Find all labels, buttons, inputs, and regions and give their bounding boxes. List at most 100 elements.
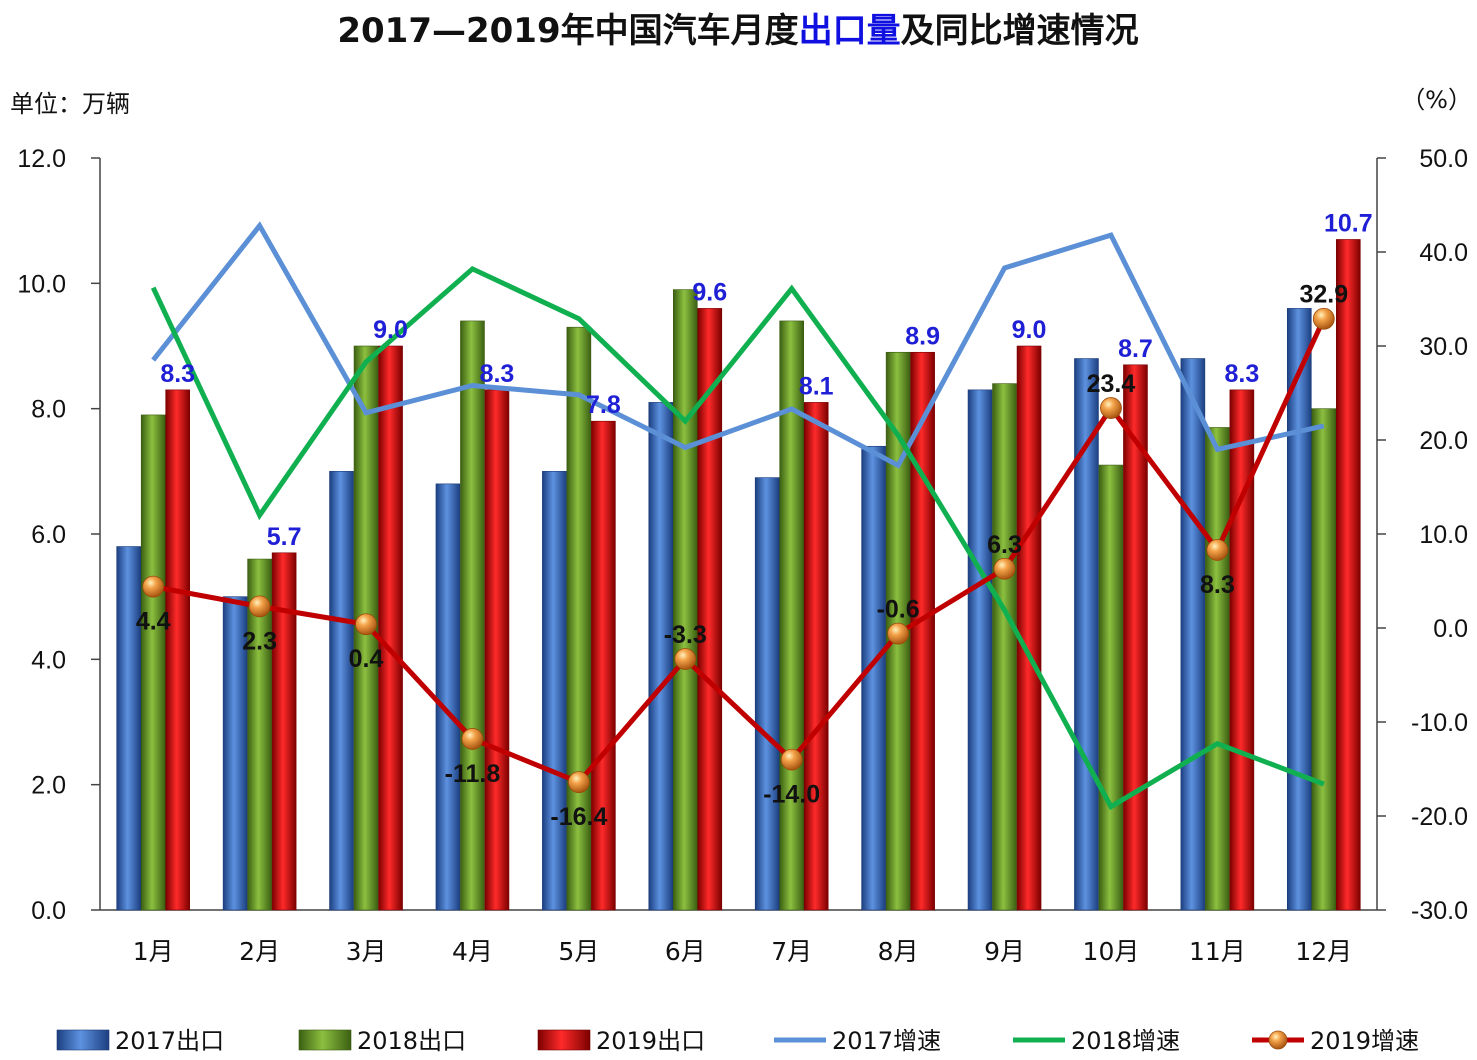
legend-label: 2017出口 xyxy=(115,1027,224,1055)
bars xyxy=(116,239,1361,911)
bar-2017出口 xyxy=(542,471,567,911)
bar-2017出口 xyxy=(329,471,354,911)
y-right-tick-label: 0.0 xyxy=(1433,615,1468,643)
marker-2019增速 xyxy=(993,557,1016,580)
bar-2019出口 xyxy=(910,351,935,911)
bar-2017出口 xyxy=(754,477,780,911)
chart-title-part2: 出口量 xyxy=(799,11,901,51)
growth-value-label: 2.3 xyxy=(242,627,277,655)
bar-2018出口 xyxy=(566,326,592,911)
bar-2019出口 xyxy=(697,308,723,911)
bar-2017出口 xyxy=(861,445,886,911)
growth-value-label: -0.6 xyxy=(877,596,920,624)
legend-marker xyxy=(1268,1030,1288,1050)
bar-2019出口 xyxy=(591,420,616,911)
bar-value-label: 9.6 xyxy=(692,278,727,306)
bar-2017出口 xyxy=(648,402,674,911)
legend: 2017出口 2018出口 2019出口 2017增速 2018增速 2019增速 xyxy=(56,1027,1419,1055)
legend-label: 2017增速 xyxy=(832,1027,941,1055)
x-tick-label: 3月 xyxy=(346,937,387,966)
bar-2019出口 xyxy=(484,389,510,911)
bar-2017出口 xyxy=(222,596,248,911)
y-left-tick-label: 10.0 xyxy=(17,270,66,298)
y-left-tick-label: 2.0 xyxy=(31,772,66,800)
y-left-tick-label: 12.0 xyxy=(17,145,66,173)
legend-swatch xyxy=(537,1029,591,1051)
bar-value-label: 8.7 xyxy=(1118,335,1153,363)
growth-value-label: -11.8 xyxy=(445,760,501,788)
data-labels: 8.3 5.7 9.0 8.3 7.8 9.6 8.1 8.9 9.0 8.7 8.3 10.7 4.4… xyxy=(136,209,1373,831)
line-2017增速 xyxy=(151,221,1325,469)
x-tick-label: 2月 xyxy=(239,937,280,966)
bar-value-label: 5.7 xyxy=(267,523,302,551)
marker-2019增速 xyxy=(674,648,697,670)
bar-2019出口 xyxy=(1123,364,1148,911)
growth-value-label: -3.3 xyxy=(664,621,707,649)
chart-title-part3: 及同比增速情况 xyxy=(901,11,1139,51)
growth-value-label: 32.9 xyxy=(1299,281,1348,309)
y-right-tick-label: 10.0 xyxy=(1419,521,1468,549)
y-left-tick-label: 0.0 xyxy=(31,897,66,925)
bar-2018出口 xyxy=(992,383,1017,911)
x-tick-label: 11月 xyxy=(1189,937,1246,966)
bar-2018出口 xyxy=(1205,427,1230,911)
bar-2018出口 xyxy=(779,320,805,911)
line-2018增速 xyxy=(150,265,1325,811)
x-tick-label: 12月 xyxy=(1295,937,1352,966)
bar-2017出口 xyxy=(1180,358,1206,911)
x-tick-label: 6月 xyxy=(665,937,706,966)
marker-2019增速 xyxy=(142,575,165,598)
bar-value-label: 8.3 xyxy=(1224,360,1259,388)
x-tick-label: 8月 xyxy=(878,937,919,966)
marker-2019增速 xyxy=(1206,539,1229,561)
unit-right-label: （%） xyxy=(1401,86,1472,114)
y-right-tick-label: 30.0 xyxy=(1419,333,1468,361)
marker-2019增速 xyxy=(248,595,271,618)
bar-2018出口 xyxy=(672,289,698,911)
y-right-tick-label: 20.0 xyxy=(1419,427,1468,455)
legend-swatch xyxy=(56,1029,110,1051)
x-tick-label: 10月 xyxy=(1083,937,1140,966)
bar-value-label: 7.8 xyxy=(586,391,621,419)
line-2019增速 xyxy=(152,317,1327,786)
marker-2019增速 xyxy=(780,748,803,771)
legend-label: 2018增速 xyxy=(1071,1027,1180,1055)
chart-title-part1: 2017—2019年中国汽车月度 xyxy=(337,11,798,51)
legend-label: 2019出口 xyxy=(596,1027,705,1055)
marker-2019增速 xyxy=(355,613,377,636)
bar-2017出口 xyxy=(435,483,461,911)
bar-2018出口 xyxy=(1311,408,1337,911)
bar-value-label: 9.0 xyxy=(373,316,408,344)
bar-2019出口 xyxy=(1229,389,1255,911)
x-tick-label: 5月 xyxy=(558,937,599,966)
bar-2019出口 xyxy=(803,402,829,911)
x-tick-label: 4月 xyxy=(452,937,493,966)
unit-left-label: 单位：万辆 xyxy=(10,90,130,118)
growth-value-label: 6.3 xyxy=(987,531,1022,559)
bar-2018出口 xyxy=(460,320,485,911)
bar-2019出口 xyxy=(378,345,403,911)
lines xyxy=(142,221,1335,811)
bar-2019出口 xyxy=(165,389,191,911)
y-right-tick-label: -30.0 xyxy=(1411,897,1468,925)
y-left-tick-label: 6.0 xyxy=(31,521,66,549)
marker-2019增速 xyxy=(567,771,590,794)
bar-2019出口 xyxy=(1016,345,1042,911)
x-tick-label: 7月 xyxy=(771,937,812,966)
y-right-tick-label: 40.0 xyxy=(1419,239,1468,267)
y-right-tick-label: -20.0 xyxy=(1411,803,1468,831)
legend-swatch xyxy=(298,1029,352,1051)
growth-value-label: 0.4 xyxy=(349,645,384,673)
bar-2018出口 xyxy=(1098,464,1124,911)
growth-value-label: 8.3 xyxy=(1200,571,1235,599)
bar-value-label: 9.0 xyxy=(1012,316,1047,344)
marker-2019增速 xyxy=(1312,307,1335,330)
bar-2018出口 xyxy=(140,414,166,911)
y-right-tick-label: 50.0 xyxy=(1419,145,1468,173)
marker-2019增速 xyxy=(461,728,484,750)
marker-2019增速 xyxy=(887,622,910,645)
axes: 0.0 2.0 4.0 6.0 8.0 10.0 12.0 -30.0 -20.0 -10.0 0.… xyxy=(17,145,1468,966)
bar-value-label: 8.3 xyxy=(480,360,515,388)
bar-2018出口 xyxy=(247,558,272,911)
x-tick-label: 1月 xyxy=(133,937,174,966)
